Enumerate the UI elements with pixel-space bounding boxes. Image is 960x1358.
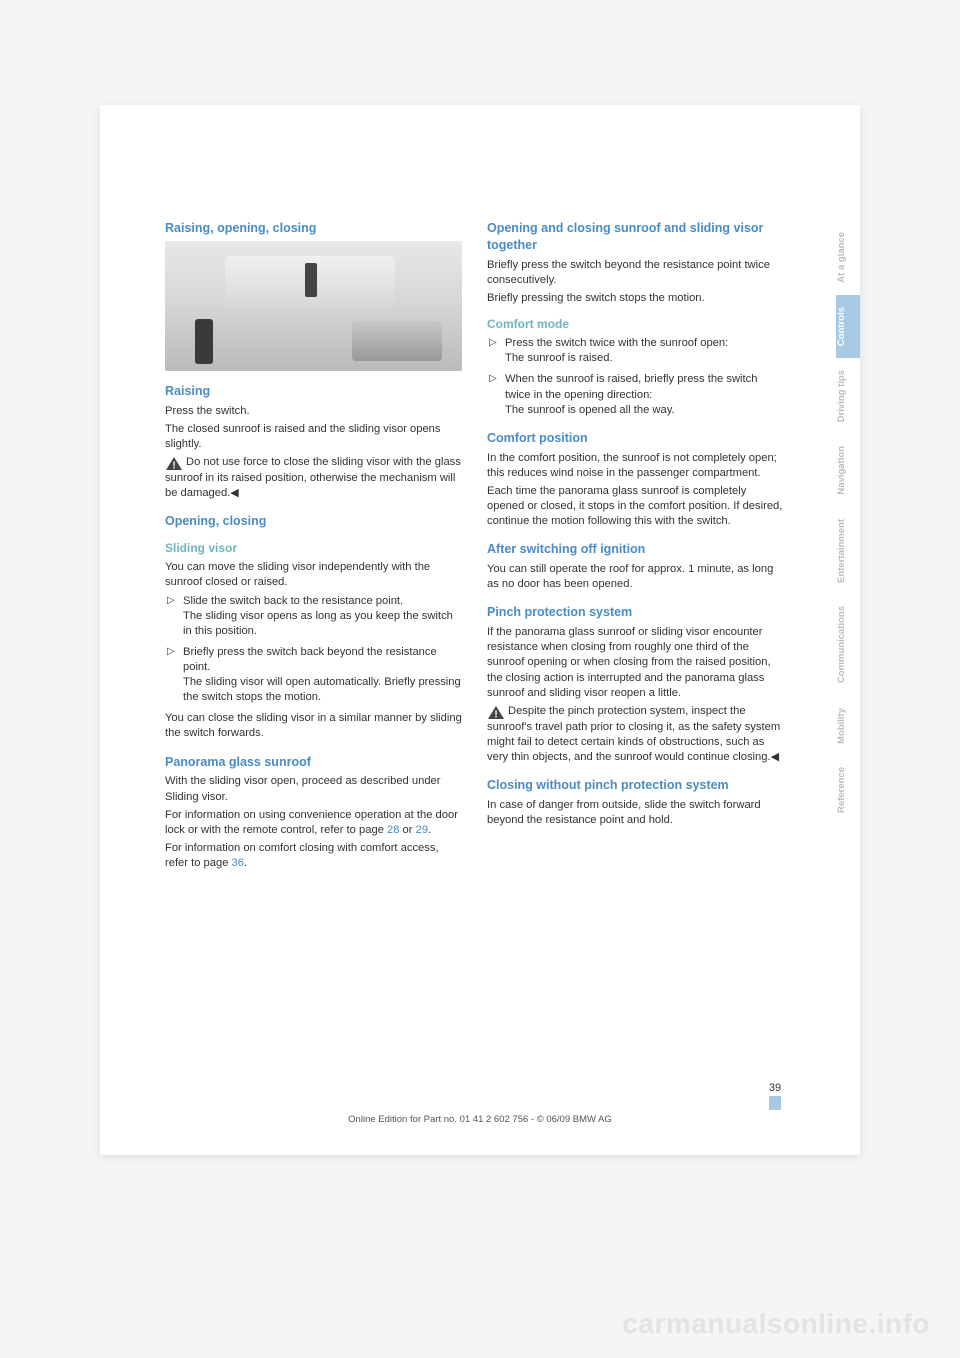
text: You can close the sliding visor in a sim…	[165, 711, 462, 741]
footer-text: Online Edition for Part no. 01 41 2 602 …	[100, 1114, 860, 1125]
list-item: Slide the switch back to the resistance …	[165, 594, 462, 639]
tab-at-a-glance[interactable]: At a glance	[836, 220, 860, 295]
tab-controls[interactable]: Controls	[836, 295, 860, 358]
content-area: Raising, opening, closing Raising Press …	[165, 220, 785, 874]
text: For information on using convenience ope…	[165, 808, 462, 838]
heading-panorama-sunroof: Panorama glass sunroof	[165, 754, 462, 771]
warning-note: ! Despite the pinch protection system, i…	[487, 704, 784, 765]
page-link-29[interactable]: 29	[416, 824, 428, 836]
list-item: Briefly press the switch back beyond the…	[165, 645, 462, 705]
text: For information on comfort closing with …	[165, 841, 462, 871]
section-tabs: At a glance Controls Driving tips Naviga…	[836, 220, 860, 825]
heading-closing-without-pinch: Closing without pinch protection system	[487, 777, 784, 794]
warning-icon: !	[487, 705, 505, 720]
bullet-list: Slide the switch back to the resistance …	[165, 594, 462, 706]
text: Each time the panorama glass sunroof is …	[487, 484, 784, 529]
tab-communications[interactable]: Communications	[836, 594, 860, 695]
heading-open-close-together: Opening and closing sunroof and sliding …	[487, 220, 784, 254]
right-column: Opening and closing sunroof and sliding …	[487, 220, 784, 874]
text: Press the switch.	[165, 404, 462, 419]
text: In case of danger from outside, slide th…	[487, 798, 784, 828]
text: In the comfort position, the sunroof is …	[487, 451, 784, 481]
warning-note: ! Do not use force to close the sliding …	[165, 455, 462, 501]
page-link-28[interactable]: 28	[387, 824, 399, 836]
tab-navigation[interactable]: Navigation	[836, 434, 860, 507]
heading-comfort-position: Comfort position	[487, 430, 784, 447]
heading-comfort-mode: Comfort mode	[487, 316, 784, 332]
tab-reference[interactable]: Reference	[836, 755, 860, 825]
heading-raising-opening-closing: Raising, opening, closing	[165, 220, 462, 237]
text: If the panorama glass sunroof or sliding…	[487, 625, 784, 701]
watermark: carmanualsonline.info	[622, 1308, 930, 1340]
heading-pinch-protection: Pinch protection system	[487, 604, 784, 621]
sunroof-switch-illustration	[165, 241, 462, 371]
bullet-list: Press the switch twice with the sunroof …	[487, 336, 784, 418]
page-link-36[interactable]: 36	[232, 857, 244, 869]
manual-page: Raising, opening, closing Raising Press …	[100, 105, 860, 1155]
heading-sliding-visor: Sliding visor	[165, 540, 462, 556]
page-number-marker	[769, 1096, 781, 1110]
left-column: Raising, opening, closing Raising Press …	[165, 220, 462, 874]
heading-after-ignition: After switching off ignition	[487, 541, 784, 558]
heading-opening-closing: Opening, closing	[165, 513, 462, 530]
page-number: 39	[760, 1082, 790, 1110]
text: The closed sunroof is raised and the sli…	[165, 422, 462, 452]
text: Briefly press the switch beyond the resi…	[487, 258, 784, 288]
svg-text:!: !	[494, 709, 497, 720]
heading-raising: Raising	[165, 383, 462, 400]
tab-mobility[interactable]: Mobility	[836, 696, 860, 756]
text: You can still operate the roof for appro…	[487, 562, 784, 592]
svg-text:!: !	[172, 461, 175, 472]
tab-driving-tips[interactable]: Driving tips	[836, 358, 860, 434]
list-item: Press the switch twice with the sunroof …	[487, 336, 784, 366]
text: Briefly pressing the switch stops the mo…	[487, 291, 784, 306]
text: With the sliding visor open, proceed as …	[165, 774, 462, 804]
tab-entertainment[interactable]: Entertainment	[836, 507, 860, 595]
warning-icon: !	[165, 456, 183, 471]
text: You can move the sliding visor independe…	[165, 560, 462, 590]
list-item: When the sunroof is raised, briefly pres…	[487, 372, 784, 417]
